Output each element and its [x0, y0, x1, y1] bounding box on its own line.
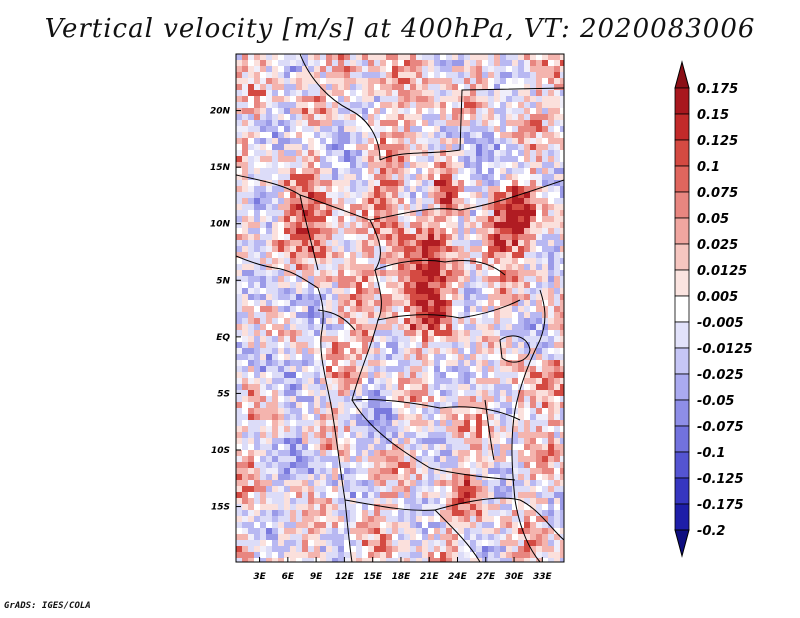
- border-south: [351, 399, 516, 481]
- colorbar-bottom-arrow: [674, 529, 690, 558]
- lon-tick-label: 27E: [476, 572, 496, 582]
- colorbar-swatch: [674, 477, 690, 505]
- lat-tick-label: 15S: [211, 503, 230, 513]
- colorbar-label: 0.005: [697, 290, 738, 305]
- colorbar-swatch: [674, 87, 690, 115]
- lon-tick-label: 24E: [448, 572, 468, 582]
- border-north-2: [379, 87, 564, 161]
- colorbar-label: 0.1: [697, 160, 720, 175]
- lon-tick-label: 3E: [253, 572, 266, 582]
- lon-tick-label: 6E: [282, 572, 295, 582]
- colorbar-swatch: [674, 321, 690, 349]
- lon-tick-label: 30E: [505, 572, 525, 582]
- colorbar: 0.175 0.15 0.125 0.1 0.075 0.05 0.025 0.0125 0.0…: [674, 60, 753, 558]
- lon-tick-label: 33E: [533, 572, 553, 582]
- map-title: Vertical velocity [m/s] at 400hPa, VT: 2…: [44, 14, 756, 44]
- colorbar-label: -0.05: [697, 394, 734, 409]
- lat-tick-label: 10N: [210, 220, 231, 230]
- lat-tick-label: 5N: [216, 276, 230, 286]
- grads-credit: GrADS: IGES/COLA: [4, 601, 91, 611]
- colorbar-swatch: [674, 269, 690, 297]
- colorbar-label: -0.025: [697, 368, 744, 383]
- colorbar-swatch: [674, 347, 690, 375]
- lon-tick-label: 18E: [392, 572, 412, 582]
- colorbar-swatch: [674, 503, 690, 531]
- colorbar-swatch: [674, 451, 690, 479]
- lat-tick-label: 5S: [217, 389, 230, 399]
- coastline-west: [236, 255, 353, 562]
- lon-tick-label: 15E: [363, 572, 383, 582]
- border-north-1: [299, 54, 381, 161]
- colorbar-label: 0.175: [697, 82, 738, 97]
- colorbar-label: 0.025: [697, 238, 738, 253]
- lat-tick-label: EQ: [216, 333, 230, 343]
- colorbar-label: -0.0125: [697, 342, 753, 357]
- colorbar-swatch: [674, 217, 690, 245]
- colorbar-label: -0.125: [697, 472, 744, 487]
- lake-victoria: [499, 335, 531, 363]
- latitude-axis: 20N 15N 10N 5N EQ 5S 10S 15S: [210, 107, 241, 513]
- border-angola: [344, 499, 481, 562]
- colorbar-label: 0.0125: [697, 264, 747, 279]
- colorbar-swatch: [674, 373, 690, 401]
- colorbar-label: -0.005: [697, 316, 744, 331]
- colorbar-label: -0.075: [697, 420, 744, 435]
- colorbar-label: -0.175: [697, 498, 744, 513]
- colorbar-swatch: [674, 191, 690, 219]
- colorbar-swatch: [674, 139, 690, 167]
- border-sahel: [236, 174, 564, 221]
- colorbar-swatch: [674, 113, 690, 141]
- longitude-axis: 3E 6E 9E 12E 15E 18E 21E 24E 27E 30E 33E: [253, 557, 553, 582]
- border-zambia: [434, 497, 564, 541]
- colorbar-swatch: [674, 425, 690, 453]
- lon-tick-label: 21E: [420, 572, 440, 582]
- country-borders: [236, 54, 564, 562]
- colorbar-swatch: [674, 399, 690, 427]
- colorbar-swatch: [674, 243, 690, 271]
- coastline-east: [511, 289, 546, 562]
- colorbar-swatch: [674, 295, 690, 323]
- colorbar-label: 0.125: [697, 134, 738, 149]
- colorbar-label: 0.075: [697, 186, 738, 201]
- map-frame: [235, 53, 565, 563]
- lon-tick-label: 9E: [310, 572, 323, 582]
- colorbar-label: 0.05: [697, 212, 729, 227]
- border-cameroon: [299, 194, 319, 271]
- lat-tick-label: 20N: [210, 107, 231, 117]
- lake-tanganyika: [484, 399, 495, 461]
- lat-tick-label: 10S: [211, 446, 230, 456]
- colorbar-label: -0.1: [697, 446, 725, 461]
- colorbar-label: -0.2: [697, 524, 725, 539]
- border-chad: [369, 219, 506, 276]
- border-gabon: [317, 309, 356, 331]
- border-central: [374, 269, 521, 321]
- border-congo: [351, 319, 521, 421]
- lon-tick-label: 12E: [335, 572, 355, 582]
- colorbar-label: 0.15: [697, 108, 729, 123]
- colorbar-swatch: [674, 165, 690, 193]
- lat-tick-label: 15N: [210, 163, 231, 173]
- velocity-field: [236, 54, 564, 562]
- colorbar-top-arrow: [674, 60, 690, 89]
